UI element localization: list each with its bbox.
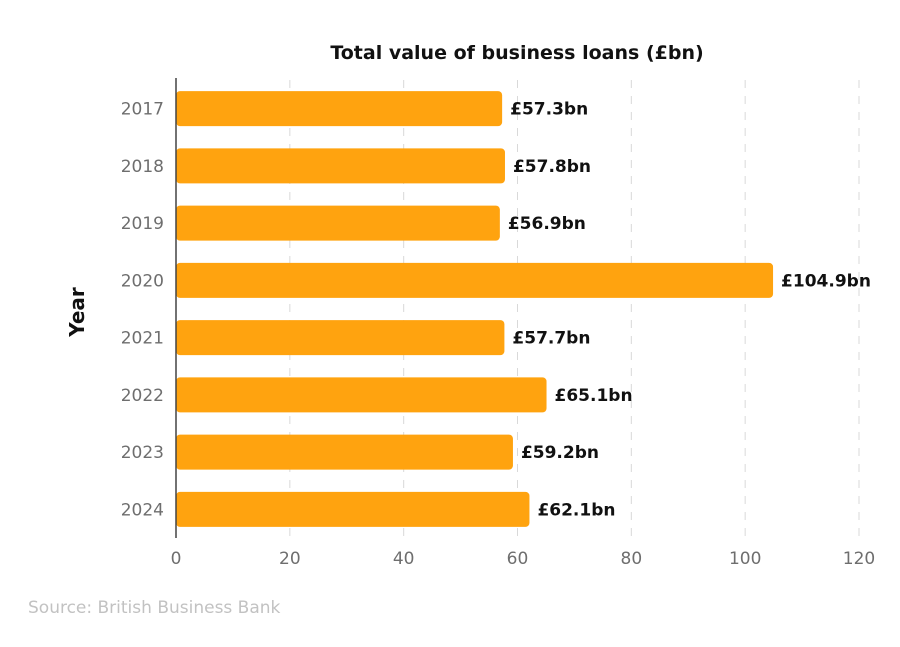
data-label-2023: £59.2bn — [521, 443, 599, 463]
bars — [176, 91, 774, 527]
category-label-2021: 2021 — [121, 329, 164, 349]
x-tick-100: 100 — [729, 549, 761, 569]
category-label-2023: 2023 — [121, 443, 164, 463]
category-label-2024: 2024 — [121, 500, 164, 520]
data-labels: £57.3bn £57.8bn £56.9bn £104.9bn £57.7bn £65.… — [508, 100, 871, 521]
data-label-2019: £56.9bn — [508, 214, 586, 234]
data-label-2021: £57.7bn — [512, 329, 590, 349]
data-label-2018: £57.8bn — [513, 157, 591, 177]
grid-lines — [289, 80, 860, 538]
bar-2024 — [176, 491, 530, 527]
data-label-2024: £62.1bn — [537, 500, 615, 520]
category-label-2020: 2020 — [121, 271, 164, 291]
x-tick-40: 40 — [393, 549, 415, 569]
bar-2021 — [176, 320, 505, 356]
data-label-2020: £104.9bn — [781, 271, 871, 291]
data-label-2022: £65.1bn — [555, 386, 633, 406]
x-tick-labels: 0 20 40 60 80 100 120 — [171, 549, 876, 569]
category-labels: 2017 2018 2019 2020 2021 2022 2023 2024 — [121, 100, 164, 521]
x-tick-60: 60 — [507, 549, 529, 569]
x-tick-120: 120 — [843, 549, 875, 569]
chart-title: Total value of business loans (£bn) — [330, 42, 704, 64]
x-tick-0: 0 — [171, 549, 182, 569]
category-label-2022: 2022 — [121, 386, 164, 406]
bar-2017 — [176, 91, 503, 127]
x-tick-80: 80 — [621, 549, 643, 569]
bar-2020 — [176, 262, 774, 298]
source-note: Source: British Business Bank — [28, 598, 281, 618]
category-label-2019: 2019 — [121, 214, 164, 234]
bar-2023 — [176, 434, 513, 470]
category-label-2018: 2018 — [121, 157, 164, 177]
category-label-2017: 2017 — [121, 100, 164, 120]
y-axis-label: Year — [65, 287, 89, 338]
bar-2019 — [176, 205, 500, 241]
x-tick-20: 20 — [279, 549, 301, 569]
bar-2022 — [176, 377, 547, 413]
bar-2018 — [176, 148, 505, 184]
data-label-2017: £57.3bn — [510, 100, 588, 120]
